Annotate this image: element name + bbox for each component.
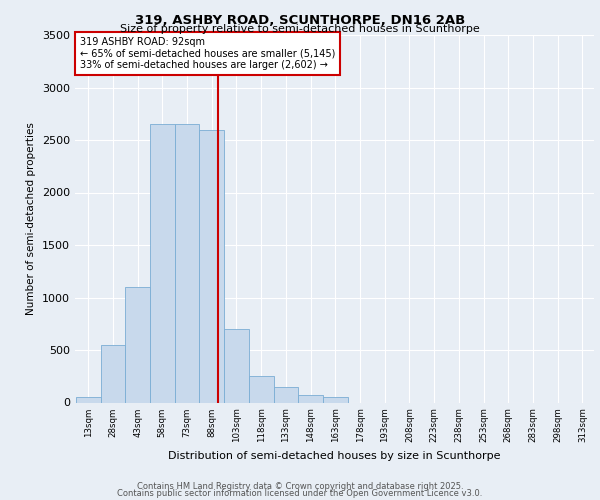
Text: Size of property relative to semi-detached houses in Scunthorpe: Size of property relative to semi-detach… (120, 24, 480, 34)
Bar (76, 397, 101, 402)
Bar (224, 329, 249, 402)
Text: 319 ASHBY ROAD: 92sqm
← 65% of semi-detached houses are smaller (5,145)
33% of s: 319 ASHBY ROAD: 92sqm ← 65% of semi-deta… (80, 37, 335, 70)
Bar (125, 287, 150, 403)
Bar (199, 130, 224, 402)
Bar (150, 124, 175, 402)
Bar (101, 345, 125, 403)
Y-axis label: Number of semi-detached properties: Number of semi-detached properties (26, 122, 37, 315)
X-axis label: Distribution of semi-detached houses by size in Scunthorpe: Distribution of semi-detached houses by … (168, 450, 501, 460)
Text: Contains HM Land Registry data © Crown copyright and database right 2025.: Contains HM Land Registry data © Crown c… (137, 482, 463, 491)
Bar (175, 124, 199, 402)
Text: Contains public sector information licensed under the Open Government Licence v3: Contains public sector information licen… (118, 489, 482, 498)
Bar (249, 376, 274, 402)
Bar (274, 387, 298, 402)
Bar (298, 394, 323, 402)
Text: 319, ASHBY ROAD, SCUNTHORPE, DN16 2AB: 319, ASHBY ROAD, SCUNTHORPE, DN16 2AB (135, 14, 465, 27)
Bar (323, 397, 347, 402)
